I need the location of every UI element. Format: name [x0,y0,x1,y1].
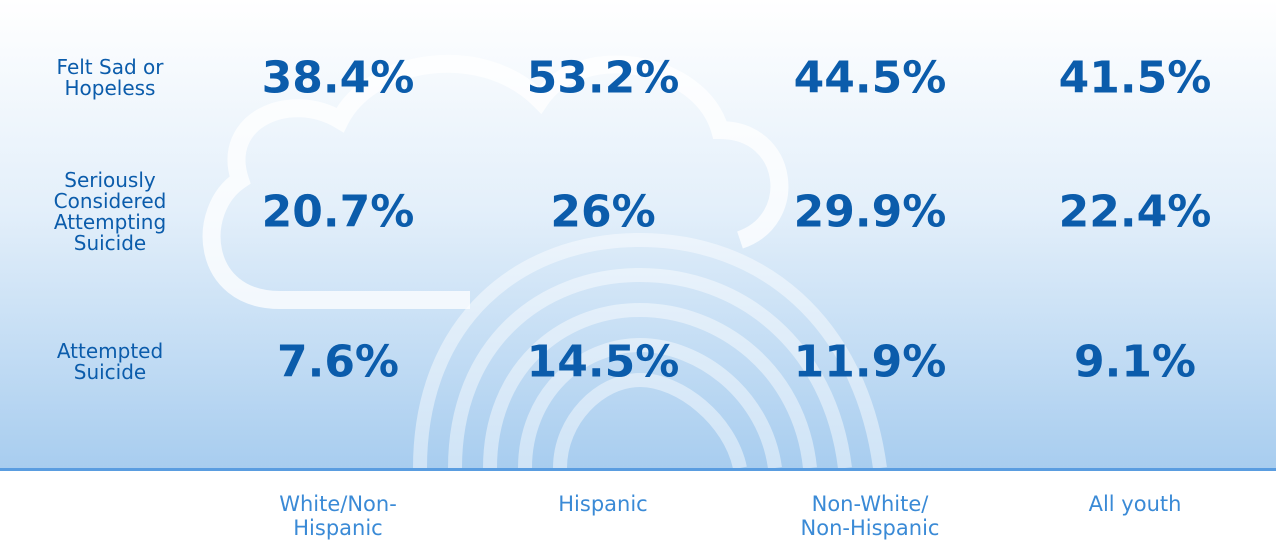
column-label: White/Non- Hispanic [279,492,397,540]
value-cell: 26% [550,186,656,238]
column-label: Hispanic [558,492,647,516]
value-cell: 29.9% [793,186,947,238]
value-cell: 14.5% [526,336,680,388]
value-cell: 20.7% [261,186,415,238]
value-cell: 41.5% [1058,52,1212,104]
cloud-decoration [0,0,1276,468]
text-line: Seriously [64,168,156,192]
text-line: Attempted [56,339,164,363]
value-cell: 44.5% [793,52,947,104]
text-line: Hispanic [558,492,648,516]
text-line: Suicide [73,231,147,255]
column-label: All youth [1089,492,1182,516]
text-line: Non-White/ [811,492,929,516]
text-line: Felt Sad or [56,55,164,79]
row-label: Attempted Suicide [57,341,163,383]
value-cell: 11.9% [793,336,947,388]
text-line: White/Non- [279,492,397,516]
divider [0,468,1276,471]
text-line: Non-Hispanic [800,516,940,540]
value-cell: 7.6% [276,336,400,388]
value-cell: 9.1% [1073,336,1197,388]
value-cell: 22.4% [1058,186,1212,238]
row-label: Seriously Considered Attempting Suicide [54,170,167,254]
text-line: All youth [1088,492,1182,516]
text-line: Hopeless [64,76,156,100]
row-label: Felt Sad or Hopeless [57,57,164,99]
column-label: Non-White/Non-Hispanic [801,492,940,540]
value-cell: 53.2% [526,52,680,104]
text-line: Hispanic [293,516,383,540]
value-cell: 38.4% [261,52,415,104]
text-line: Attempting [53,210,167,234]
text-line: Suicide [73,360,147,384]
text-line: Considered [53,189,167,213]
